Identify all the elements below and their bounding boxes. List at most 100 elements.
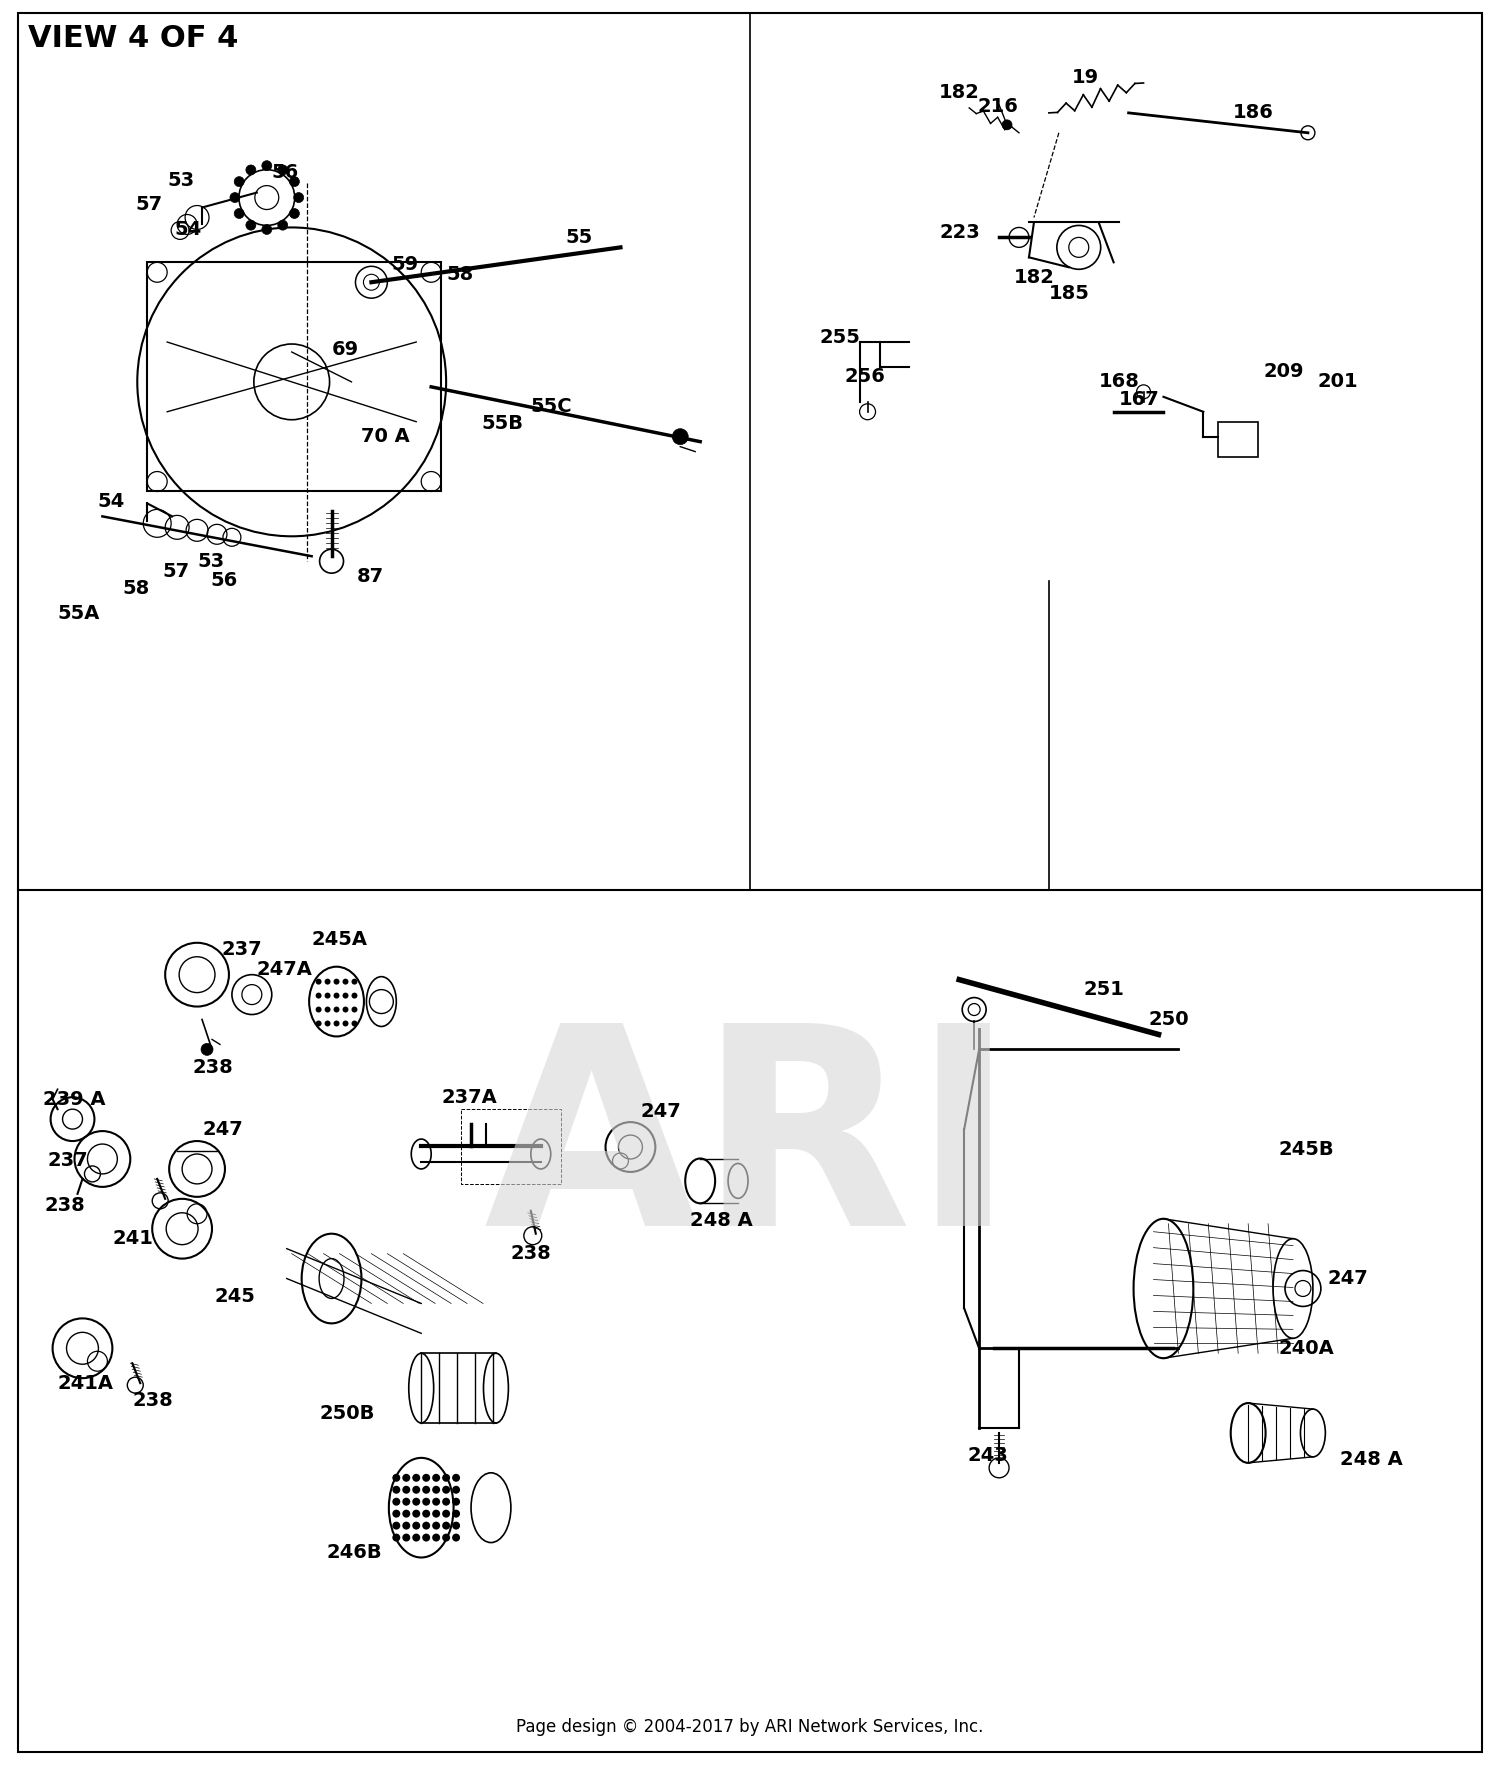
Circle shape [422, 1474, 430, 1481]
Text: 251: 251 [1084, 981, 1125, 998]
Text: 54: 54 [98, 492, 124, 512]
Text: 248 A: 248 A [1340, 1450, 1402, 1469]
Text: 185: 185 [1048, 283, 1090, 303]
Text: 245: 245 [214, 1287, 256, 1306]
Bar [147, 262, 441, 492]
Circle shape [342, 993, 348, 998]
Circle shape [442, 1474, 450, 1481]
Text: 247: 247 [202, 1120, 243, 1138]
Text: 240A: 240A [1278, 1338, 1334, 1358]
Text: 55B: 55B [482, 414, 524, 434]
Circle shape [351, 993, 357, 998]
Circle shape [351, 979, 357, 984]
Circle shape [422, 1497, 430, 1506]
Text: 54: 54 [174, 219, 201, 239]
Text: 250: 250 [1149, 1011, 1190, 1028]
Circle shape [333, 1021, 339, 1027]
Text: 55: 55 [566, 228, 592, 246]
Text: 243: 243 [968, 1446, 1008, 1466]
Text: 250B: 250B [320, 1404, 375, 1423]
Text: 168: 168 [1098, 372, 1140, 391]
Text: 57: 57 [162, 561, 189, 581]
Text: VIEW 4 OF 4: VIEW 4 OF 4 [27, 23, 239, 53]
Circle shape [442, 1485, 450, 1494]
Circle shape [442, 1497, 450, 1506]
Text: 256: 256 [844, 368, 885, 386]
Circle shape [432, 1497, 439, 1506]
Circle shape [413, 1497, 420, 1506]
Circle shape [342, 1021, 348, 1027]
Circle shape [422, 1522, 430, 1529]
Circle shape [393, 1510, 400, 1517]
Circle shape [672, 428, 688, 444]
Text: 238: 238 [132, 1391, 172, 1409]
Text: 186: 186 [1233, 103, 1274, 122]
Circle shape [333, 993, 339, 998]
Circle shape [402, 1485, 411, 1494]
Circle shape [278, 219, 288, 230]
Circle shape [432, 1533, 439, 1542]
Text: 239 A: 239 A [42, 1090, 105, 1108]
Text: 19: 19 [1072, 69, 1100, 87]
Text: 69: 69 [332, 340, 358, 359]
Text: 248 A: 248 A [690, 1211, 753, 1230]
Circle shape [402, 1474, 411, 1481]
Circle shape [393, 1497, 400, 1506]
Circle shape [432, 1522, 439, 1529]
Circle shape [234, 209, 244, 218]
Circle shape [452, 1485, 460, 1494]
Circle shape [393, 1533, 400, 1542]
Text: 238: 238 [192, 1058, 232, 1076]
Circle shape [201, 1043, 213, 1055]
Text: 201: 201 [1318, 372, 1359, 391]
Circle shape [315, 993, 321, 998]
Text: 56: 56 [210, 570, 237, 589]
Circle shape [432, 1474, 439, 1481]
Circle shape [262, 161, 272, 170]
Circle shape [351, 1007, 357, 1012]
Circle shape [246, 165, 256, 175]
Circle shape [432, 1510, 439, 1517]
Circle shape [432, 1485, 439, 1494]
Text: 237A: 237A [441, 1089, 497, 1106]
Circle shape [315, 1007, 321, 1012]
Circle shape [294, 193, 303, 202]
Circle shape [422, 1533, 430, 1542]
Circle shape [413, 1533, 420, 1542]
Circle shape [393, 1522, 400, 1529]
Circle shape [402, 1497, 411, 1506]
Circle shape [442, 1510, 450, 1517]
Text: 209: 209 [1263, 363, 1304, 381]
Circle shape [452, 1474, 460, 1481]
Text: 58: 58 [123, 579, 150, 598]
Circle shape [351, 1021, 357, 1027]
Text: 182: 182 [1014, 267, 1054, 287]
Text: 247A: 247A [256, 959, 312, 979]
Circle shape [342, 979, 348, 984]
Circle shape [324, 1021, 330, 1027]
Text: 53: 53 [166, 172, 195, 189]
Circle shape [230, 193, 240, 202]
Circle shape [393, 1485, 400, 1494]
Text: 56: 56 [272, 163, 298, 182]
Circle shape [324, 993, 330, 998]
Text: 245B: 245B [1278, 1140, 1334, 1159]
Circle shape [452, 1510, 460, 1517]
Circle shape [290, 209, 300, 218]
Circle shape [342, 1007, 348, 1012]
Text: 216: 216 [976, 97, 1018, 117]
Circle shape [234, 177, 244, 186]
Text: 241: 241 [112, 1228, 153, 1248]
Text: 57: 57 [135, 195, 162, 214]
Text: 55A: 55A [57, 604, 100, 623]
Text: 53: 53 [196, 552, 223, 570]
Circle shape [262, 225, 272, 234]
Text: 255: 255 [819, 327, 861, 347]
Text: 247: 247 [640, 1101, 681, 1120]
Text: Page design © 2004-2017 by ARI Network Services, Inc.: Page design © 2004-2017 by ARI Network S… [516, 1719, 984, 1736]
Circle shape [422, 1485, 430, 1494]
Text: 167: 167 [1119, 391, 1160, 409]
Circle shape [442, 1522, 450, 1529]
Text: 55C: 55C [531, 396, 573, 416]
Bar [1218, 421, 1258, 457]
